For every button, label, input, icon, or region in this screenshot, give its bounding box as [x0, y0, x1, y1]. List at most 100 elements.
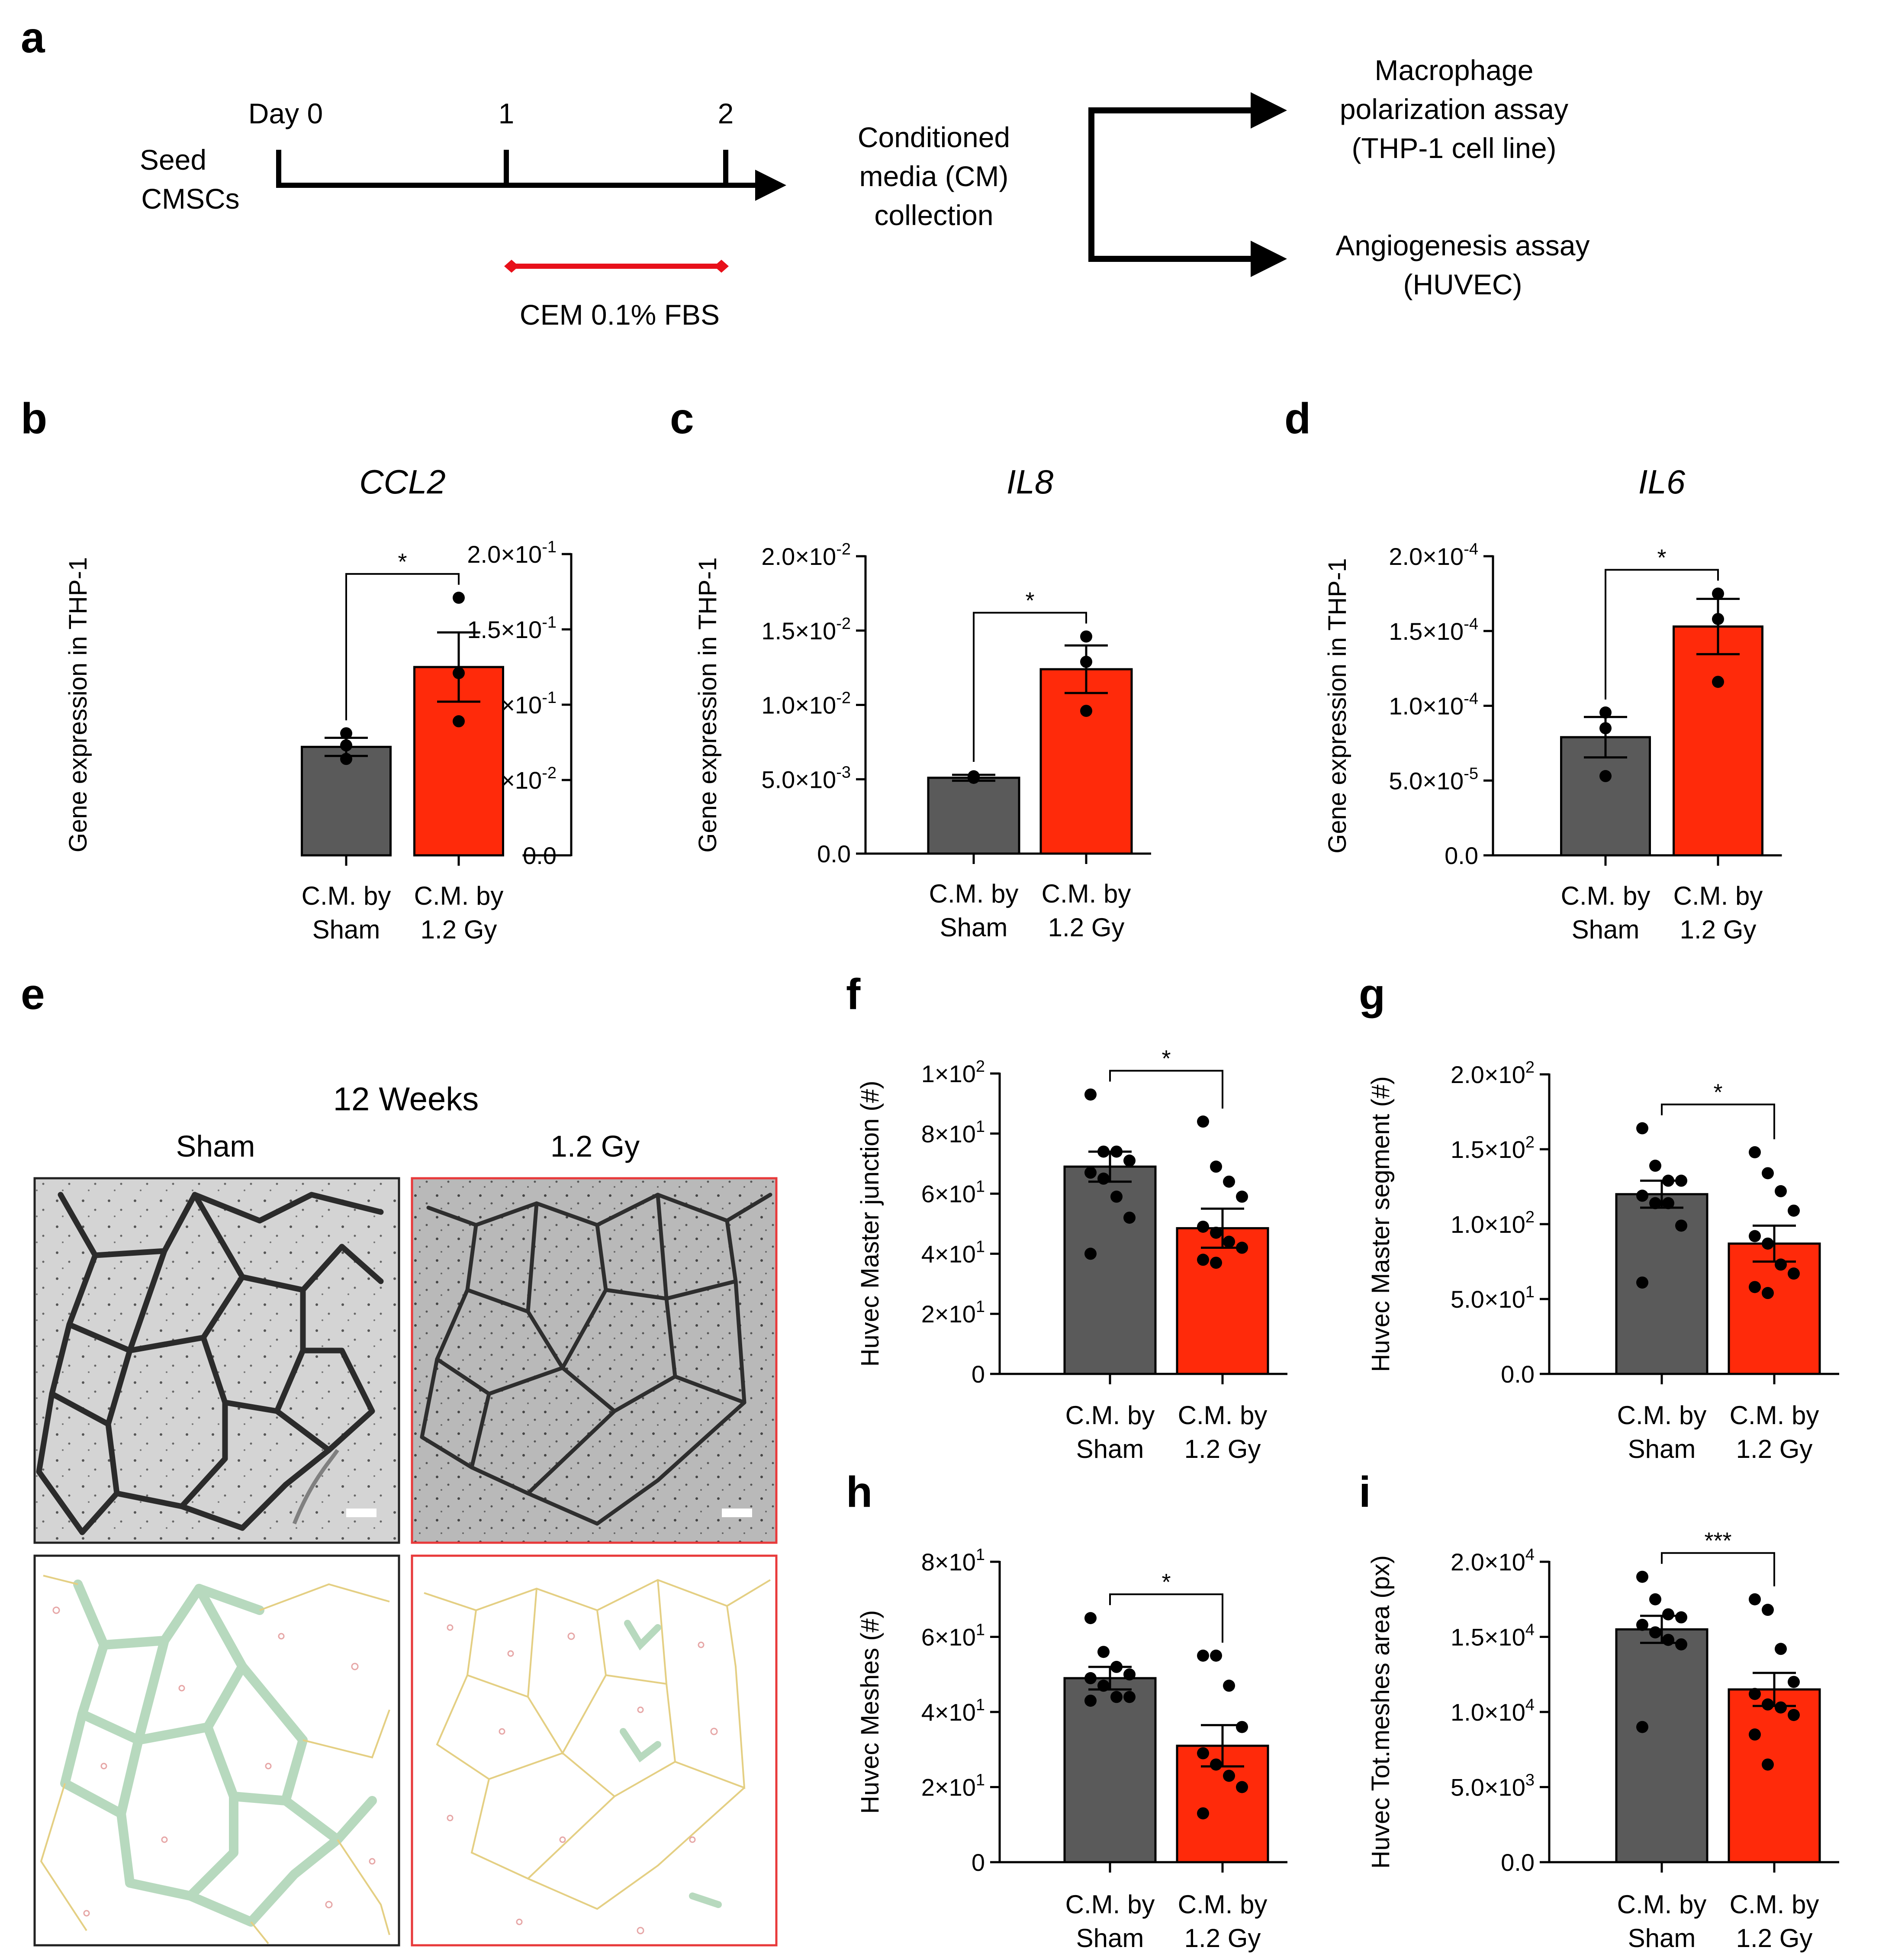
angiogenesis-assay-line1: Angiogenesis assay — [1335, 229, 1589, 261]
y-tick-label: 5.0×10-3 — [761, 763, 851, 793]
data-point-sham — [340, 727, 352, 740]
category-label: C.M. by — [1042, 879, 1131, 908]
category-label: C.M. by — [1065, 1401, 1155, 1430]
data-point-sham — [1084, 1248, 1097, 1260]
day-label-1: 1 — [499, 97, 515, 129]
data-point-sham — [1675, 1638, 1687, 1651]
chart-i: 0.0 5.0×103 1.0×104 1.5×104 2.0×104 Huvec Tot… — [1367, 1528, 1839, 1953]
category-label: 1.2 Gy — [1736, 1924, 1813, 1953]
micrograph-irradiated — [411, 1177, 778, 1544]
data-point-irradiated — [1762, 1287, 1774, 1299]
data-point-irradiated — [1762, 1604, 1774, 1616]
data-point-sham — [340, 753, 352, 765]
data-point-irradiated — [1223, 1235, 1235, 1248]
data-point-sham — [1662, 1634, 1674, 1646]
data-point-irradiated — [1236, 1721, 1248, 1733]
chart-title: IL8 — [1007, 463, 1053, 501]
data-point-irradiated — [1749, 1728, 1761, 1741]
data-point-irradiated — [1749, 1146, 1761, 1158]
segmentation-irradiated — [411, 1554, 778, 1947]
data-point-sham — [1649, 1626, 1661, 1639]
data-point-sham — [1110, 1660, 1123, 1673]
segmentation-sham — [33, 1554, 400, 1947]
category-label: C.M. by — [1178, 1890, 1268, 1919]
data-point-irradiated — [1236, 1781, 1248, 1793]
bar-irradiated — [1728, 1242, 1821, 1375]
data-point-irradiated — [1788, 1709, 1800, 1721]
data-point-irradiated — [1762, 1167, 1774, 1180]
data-point-sham — [1662, 1174, 1674, 1187]
data-point-sham — [1649, 1197, 1661, 1209]
y-axis-label: Huvec Master junction (#) — [856, 1081, 884, 1367]
category-label: 1.2 Gy — [421, 915, 497, 944]
data-point-sham — [1084, 1167, 1097, 1179]
data-point-sham — [1636, 1618, 1648, 1631]
panel-label-b: b — [21, 394, 48, 443]
data-point-irradiated — [1223, 1770, 1235, 1782]
panel-label-d: d — [1284, 394, 1311, 443]
data-point-irradiated — [1080, 655, 1092, 668]
data-point-sham — [1636, 1276, 1648, 1289]
category-label: Sham — [1572, 915, 1640, 944]
data-point-irradiated — [1236, 1190, 1248, 1203]
panel-label-c: c — [670, 394, 694, 443]
data-point-sham — [340, 739, 352, 751]
significance-marker: * — [1657, 545, 1666, 571]
data-point-irradiated — [1749, 1230, 1761, 1242]
panel-label-h: h — [846, 1468, 873, 1516]
treatment-label: CEM 0.1% FBS — [520, 299, 720, 331]
y-tick-label: 5.0×10-5 — [1389, 764, 1478, 794]
y-axis-label: Huvec Meshes (#) — [856, 1610, 884, 1814]
data-point-irradiated — [1080, 705, 1092, 717]
y-tick-label: 0.0 — [523, 842, 557, 869]
y-tick-label: 2.0×10-4 — [1389, 540, 1478, 570]
data-point-irradiated — [1788, 1267, 1800, 1280]
category-label: 1.2 Gy — [1184, 1924, 1261, 1953]
data-point-sham — [1123, 1154, 1136, 1167]
data-point-sham — [968, 771, 980, 784]
data-point-irradiated — [1210, 1226, 1222, 1239]
data-point-irradiated — [1762, 1237, 1774, 1250]
significance-bracket — [1109, 1593, 1223, 1643]
data-point-irradiated — [1080, 630, 1092, 643]
y-tick-label: 1.5×104 — [1451, 1621, 1535, 1651]
data-point-irradiated — [1749, 1688, 1761, 1700]
significance-marker: *** — [1704, 1528, 1731, 1554]
data-point-irradiated — [453, 667, 465, 679]
data-point-irradiated — [1775, 1643, 1787, 1655]
data-point-irradiated — [1762, 1758, 1774, 1771]
category-label: C.M. by — [1730, 1890, 1819, 1919]
data-point-sham — [1123, 1668, 1136, 1681]
data-point-irradiated — [1197, 1807, 1209, 1820]
data-point-irradiated — [1210, 1649, 1222, 1662]
significance-bracket — [1661, 1103, 1775, 1139]
data-point-sham — [1084, 1672, 1097, 1684]
category-label: Sham — [1076, 1924, 1144, 1953]
bar-sham — [1063, 1165, 1157, 1375]
micrograph-sham — [33, 1177, 400, 1544]
significance-marker: * — [398, 549, 407, 575]
bar-sham — [1615, 1193, 1708, 1375]
data-point-irradiated — [1210, 1161, 1222, 1173]
y-tick-label: 2.0×10-1 — [467, 538, 557, 568]
y-tick-label: 8×101 — [921, 1546, 985, 1576]
data-point-sham — [1662, 1608, 1674, 1621]
y-tick-label: 6×101 — [921, 1621, 985, 1651]
y-tick-label: 2.0×10-2 — [761, 540, 851, 570]
category-label: C.M. by — [929, 879, 1019, 908]
bar-irradiated — [1176, 1227, 1269, 1375]
micrograph-panel: 12 Weeks Sham 1.2 Gy — [33, 1081, 778, 1947]
category-label: C.M. by — [1065, 1890, 1155, 1919]
day-label-0: Day 0 — [248, 97, 323, 129]
day-label-2: 2 — [718, 97, 734, 129]
category-label: Sham — [940, 913, 1008, 942]
micrograph-col-label-irradiated: 1.2 Gy — [550, 1129, 640, 1163]
data-point-irradiated — [1749, 1281, 1761, 1293]
data-point-irradiated — [1712, 587, 1724, 600]
data-point-sham — [1662, 1197, 1674, 1209]
macrophage-assay-line1: Macrophage — [1375, 54, 1534, 86]
y-tick-label: 8×101 — [921, 1118, 985, 1148]
y-tick-label: 1.5×102 — [1451, 1133, 1535, 1163]
category-label: C.M. by — [1730, 1401, 1819, 1430]
micrograph-title: 12 Weeks — [333, 1081, 479, 1118]
